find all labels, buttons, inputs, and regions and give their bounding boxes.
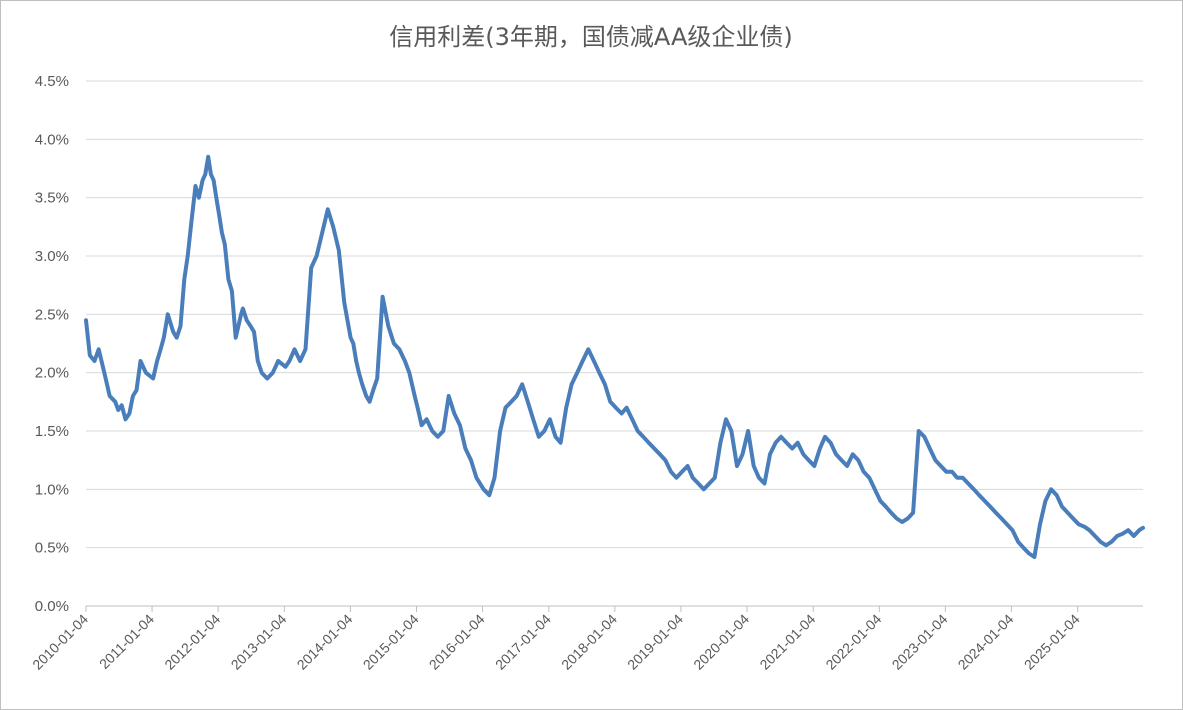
y-axis-tick-labels: 0.0% 0.5% 1.0% 1.5% 2.0% 2.5% 3.0% 3.5% 4.0% 4.5% xyxy=(35,73,69,615)
x-tick-label: 2025-01-04 xyxy=(1021,611,1083,673)
x-tick-label: 2023-01-04 xyxy=(889,611,951,673)
y-tick-label: 2.5% xyxy=(35,306,69,323)
x-tick-label: 2019-01-04 xyxy=(624,611,686,673)
x-tick-label: 2022-01-04 xyxy=(822,611,884,673)
x-tick-label: 2015-01-04 xyxy=(360,611,422,673)
x-tick-label: 2010-01-04 xyxy=(29,611,91,673)
x-axis-tick-labels: 2010-01-04 2011-01-04 2012-01-04 2013-01-04… xyxy=(29,606,1083,673)
y-tick-label: 0.5% xyxy=(35,540,69,557)
x-tick-label: 2011-01-04 xyxy=(96,611,157,672)
y-tick-label: 4.0% xyxy=(35,131,69,148)
chart-title: 信用利差(3年期，国债减AA级企业债) xyxy=(389,23,793,51)
y-tick-label: 2.0% xyxy=(35,365,69,382)
x-tick-label: 2018-01-04 xyxy=(558,611,620,673)
x-tick-label: 2014-01-04 xyxy=(294,611,356,673)
y-tick-label: 1.5% xyxy=(35,423,69,440)
y-tick-label: 1.0% xyxy=(35,481,69,498)
x-tick-label: 2020-01-04 xyxy=(690,611,752,673)
x-tick-label: 2013-01-04 xyxy=(228,611,290,673)
series-line-0 xyxy=(84,154,1145,559)
x-tick-label: 2016-01-04 xyxy=(426,611,488,673)
x-tick-label: 2017-01-04 xyxy=(492,611,554,673)
x-tick-label: 2024-01-04 xyxy=(955,611,1017,673)
y-tick-label: 3.0% xyxy=(35,248,69,265)
y-tick-label: 0.0% xyxy=(35,598,69,615)
y-tick-label: 4.5% xyxy=(35,73,69,90)
y-tick-label: 3.5% xyxy=(35,190,69,207)
x-tick-label: 2021-01-04 xyxy=(756,611,818,673)
x-tick-label: 2012-01-04 xyxy=(161,611,223,673)
series-layer xyxy=(84,154,1145,559)
